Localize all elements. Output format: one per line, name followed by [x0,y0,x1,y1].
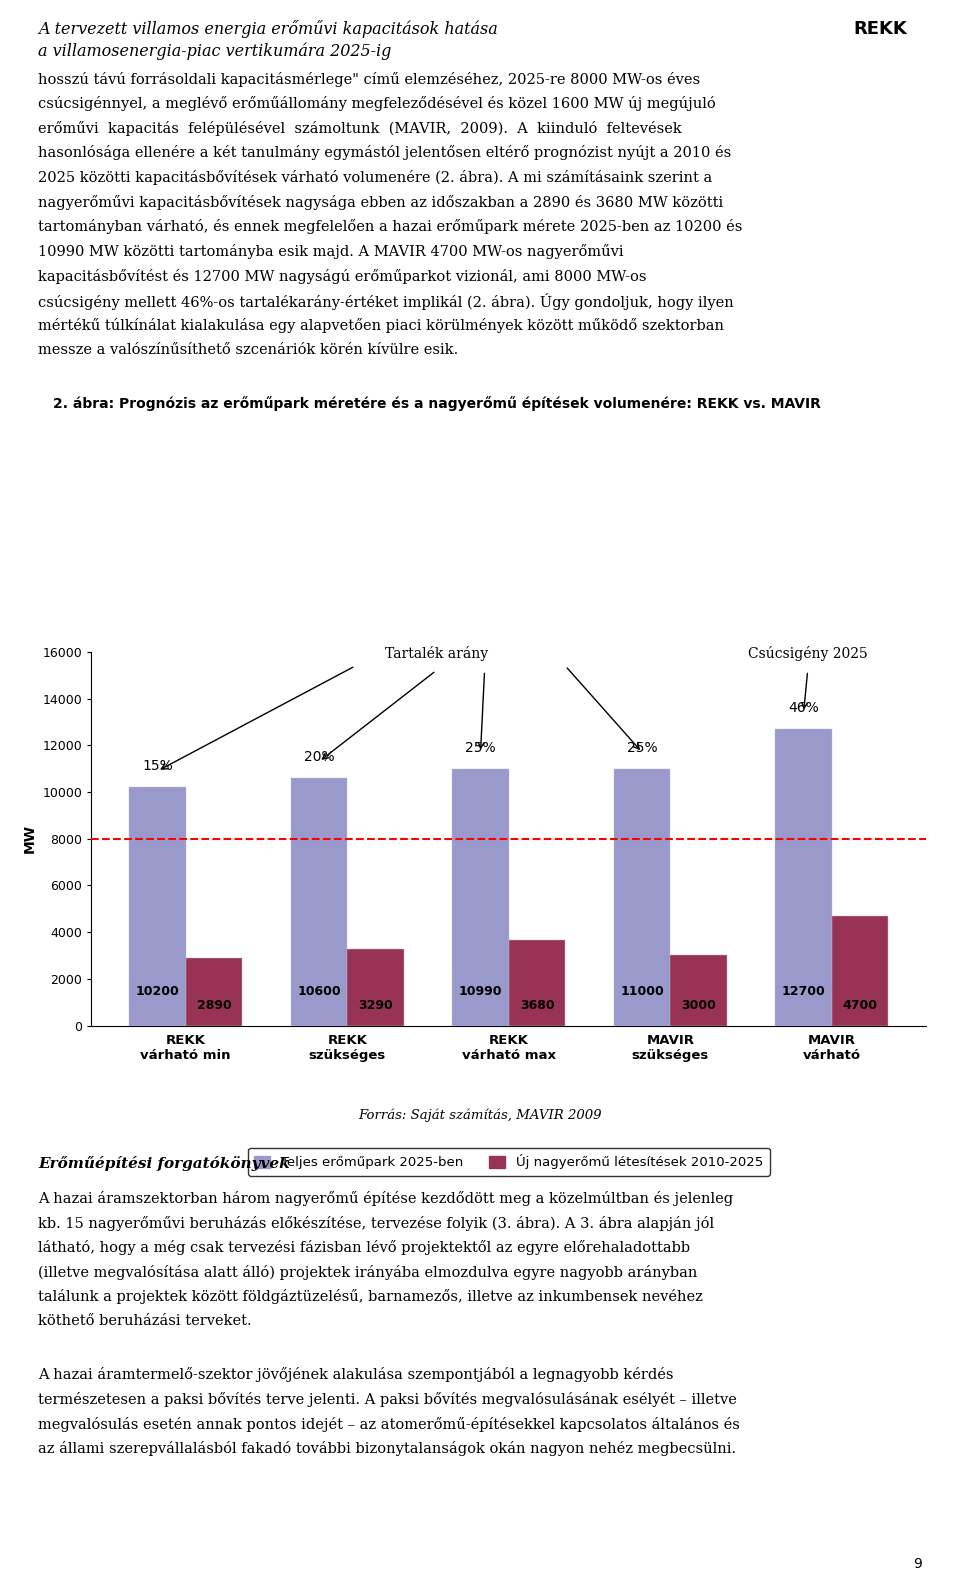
Text: hosszú távú forrásoldali kapacitásmérlege" című elemzéséhez, 2025-re 8000 MW-os : hosszú távú forrásoldali kapacitásmérleg… [38,72,701,86]
Bar [452,770,509,1026]
Text: mértékű túlkínálat kialakulása egy alapvetően piaci körülmények között működő sz: mértékű túlkínálat kialakulása egy alapv… [38,318,725,332]
Text: 20%: 20% [303,750,334,765]
Text: Erőműépítési forgatókönyvek: Erőműépítési forgatókönyvek [38,1156,290,1170]
Text: 2025 közötti kapacitásbővítések várható volumenére (2. ábra). A mi számításaink : 2025 közötti kapacitásbővítések várható … [38,170,712,184]
Text: 10990: 10990 [459,984,502,997]
Text: 15%: 15% [142,760,173,773]
Text: 46%: 46% [788,701,819,716]
Text: A hazai áramtermelő-szektor jövőjének alakulása szempontjából a legnagyobb kérdé: A hazai áramtermelő-szektor jövőjének al… [38,1367,674,1382]
Text: A hazai áramszektorban három nagyerőmű építése kezdődött meg a közelmúltban és j: A hazai áramszektorban három nagyerőmű é… [38,1191,733,1205]
Text: megvalósulás esetén annak pontos idejét – az atomerőmű-építésekkel kapcsolatos á: megvalósulás esetén annak pontos idejét … [38,1417,740,1431]
Text: A tervezett villamos energia erőművi kapacitások hatása: A tervezett villamos energia erőművi kap… [38,21,498,38]
Text: 3680: 3680 [519,999,554,1011]
Text: 10600: 10600 [298,984,341,997]
Text: messze a valószínűsíthető szcenáriók körén kívülre esik.: messze a valószínűsíthető szcenáriók kör… [38,343,459,356]
Text: 2. ábra: Prognózis az erőműpark méretére és a nagyerőmű építések volumenére: REK: 2. ábra: Prognózis az erőműpark méretére… [53,396,821,410]
Legend: Teljes erőműpark 2025-ben, Új nagyerőmű létesítések 2010-2025: Teljes erőműpark 2025-ben, Új nagyerőmű … [248,1148,770,1177]
Bar [670,956,727,1026]
Bar [130,787,185,1026]
Text: 12700: 12700 [781,984,826,997]
Text: REKK: REKK [853,21,907,38]
Text: 25%: 25% [627,741,658,755]
Text: Forrás: Saját számítás, MAVIR 2009: Forrás: Saját számítás, MAVIR 2009 [358,1108,602,1121]
Text: 10200: 10200 [135,984,180,997]
Text: csúcsigény mellett 46%-os tartalékarány-értéket implikál (2. ábra). Úgy gondolju: csúcsigény mellett 46%-os tartalékarány-… [38,294,734,310]
Text: tartományban várható, és ennek megfelelően a hazai erőműpark mérete 2025-ben az : tartományban várható, és ennek megfelelő… [38,219,743,234]
Text: Csúcsigény 2025: Csúcsigény 2025 [748,646,868,661]
Text: köthető beruházási terveket.: köthető beruházási terveket. [38,1313,252,1328]
Bar [291,778,348,1026]
Text: 10990 MW közötti tartományba esik majd. A MAVIR 4700 MW-os nagyerőművi: 10990 MW közötti tartományba esik majd. … [38,245,624,259]
Bar [348,949,404,1026]
Text: találunk a projektek között földgáztüzelésű, barnamezős, illetve az inkumbensek : találunk a projektek között földgáztüzel… [38,1289,704,1304]
Text: nagyerőművi kapacitásbővítések nagysága ebben az időszakban a 2890 és 3680 MW kö: nagyerőművi kapacitásbővítések nagysága … [38,196,724,210]
Bar [185,959,242,1026]
Bar [776,728,832,1026]
Bar [509,940,565,1026]
Text: természetesen a paksi bővítés terve jelenti. A paksi bővítés megvalósulásának es: természetesen a paksi bővítés terve jele… [38,1393,737,1407]
Text: hasonlósága ellenére a két tanulmány egymástól jelentősen eltérő prognózist nyúj: hasonlósága ellenére a két tanulmány egy… [38,146,732,161]
Text: 25%: 25% [466,741,496,755]
Text: 3000: 3000 [682,999,716,1011]
Text: csúcsigénnyel, a meglévő erőműállomány megfeleződésével és közel 1600 MW új megú: csúcsigénnyel, a meglévő erőműállomány m… [38,95,716,111]
Text: látható, hogy a még csak tervezési fázisban lévő projektektől az egyre előrehala: látható, hogy a még csak tervezési fázis… [38,1240,690,1255]
Text: kb. 15 nagyerőművi beruházás előkészítése, tervezése folyik (3. ábra). A 3. ábra: kb. 15 nagyerőművi beruházás előkészítés… [38,1215,714,1231]
Text: (illetve megvalósítása alatt álló) projektek irányába elmozdulva egyre nagyobb a: (illetve megvalósítása alatt álló) proje… [38,1266,698,1280]
Y-axis label: MW: MW [23,824,36,854]
Text: 4700: 4700 [843,999,877,1011]
Text: kapacitásbővítést és 12700 MW nagyságú erőműparkot vizionál, ami 8000 MW-os: kapacitásbővítést és 12700 MW nagyságú e… [38,269,647,283]
Text: 2890: 2890 [197,999,231,1011]
Text: a villamosenergia-piac vertikumára 2025-ig: a villamosenergia-piac vertikumára 2025-… [38,43,392,60]
Text: Tartalék arány: Tartalék arány [385,646,488,661]
Text: 9: 9 [913,1557,922,1571]
Text: erőművi  kapacitás  felépülésével  számoltunk  (MAVIR,  2009).  A  kiinduló  fel: erőművi kapacitás felépülésével számoltu… [38,121,683,135]
Bar [832,916,888,1026]
Text: az állami szerepvállalásból fakadó további bizonytalanságok okán nagyon nehéz me: az állami szerepvállalásból fakadó továb… [38,1441,736,1456]
Bar [613,768,670,1026]
Text: 3290: 3290 [358,999,393,1011]
Text: 11000: 11000 [620,984,664,997]
